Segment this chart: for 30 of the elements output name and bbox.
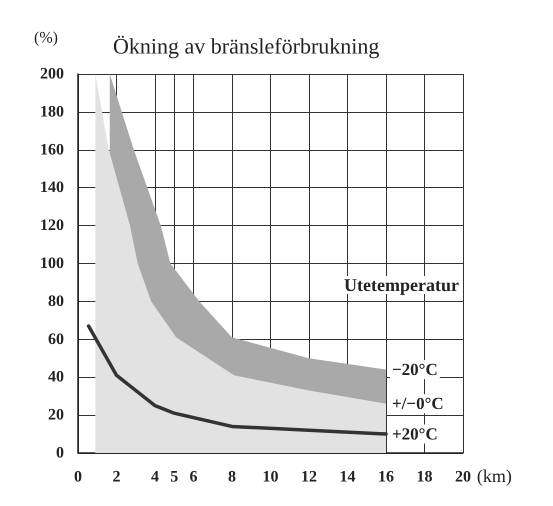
y-tick-label: 0 [56, 444, 64, 462]
chart-title: Ökning av bränsleförbrukning [113, 34, 380, 58]
legend-title: Utetemperatur [344, 275, 460, 295]
y-tick-label: 40 [48, 368, 64, 386]
x-tick-label: 16 [378, 468, 394, 486]
y-tick-label: 140 [40, 179, 64, 196]
x-tick-label: 14 [340, 468, 356, 486]
x-tick-label: 5 [170, 468, 178, 486]
x-tick-label: 8 [228, 468, 236, 486]
x-tick-label: 18 [416, 468, 432, 486]
y-tick-label: 60 [48, 330, 64, 348]
y-tick-label: 100 [40, 255, 64, 272]
x-tick-label: 4 [151, 468, 159, 486]
series-label: +20°C [392, 424, 438, 444]
y-tick-label: 80 [48, 292, 64, 310]
x-tick-label: 12 [301, 468, 317, 486]
y-tick-label: 20 [48, 406, 64, 424]
y-tick-label: 160 [40, 141, 64, 158]
y-tick-label: 180 [40, 103, 64, 120]
x-tick-label: 6 [190, 468, 198, 486]
x-tick-label: 0 [74, 468, 82, 486]
series-label: +/−0°C [392, 394, 444, 414]
x-tick-label: 2 [112, 468, 120, 486]
series-label: −20°C [392, 360, 438, 380]
y-tick-label: 120 [40, 217, 64, 234]
y-tick-label: 200 [40, 66, 64, 82]
x-tick-label: 10 [262, 468, 278, 486]
x-axis-title: (km) [476, 466, 512, 486]
y-axis-title: (%) [34, 30, 58, 46]
x-tick-label: 20 [455, 468, 471, 486]
